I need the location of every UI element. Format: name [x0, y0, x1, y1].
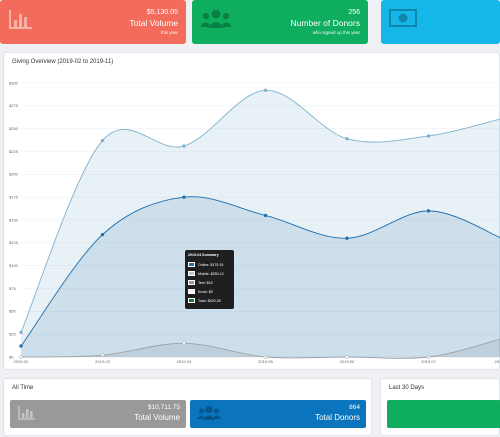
y-tick-label: $250	[9, 126, 19, 131]
donors-sub: who signed up this year	[312, 30, 360, 35]
third-card[interactable]	[381, 0, 500, 44]
y-tick-label: $100	[9, 263, 19, 268]
donors-card[interactable]: 256 Number of Donors who signed up this …	[192, 0, 368, 44]
data-point	[100, 138, 105, 143]
x-tick-label: 2019-04	[177, 359, 192, 364]
y-tick-label: $275	[9, 103, 19, 108]
y-tick-label: $50	[9, 309, 16, 314]
tooltip-title: 2019-04 Summary	[188, 253, 219, 257]
data-point	[263, 355, 268, 359]
y-tick-label: $175	[9, 194, 19, 199]
all-time-title: All Time	[12, 385, 34, 391]
total-volume-value: $5,130.05	[146, 9, 178, 16]
tooltip-swatch	[188, 289, 195, 294]
data-point	[19, 330, 23, 335]
data-point	[19, 355, 23, 359]
all-time-volume-card[interactable]: $10,711.75 Total Volume	[10, 400, 186, 428]
donors-label: Number of Donors	[290, 18, 360, 28]
series-area	[21, 196, 500, 357]
x-tick-label: 2019-06	[340, 359, 355, 364]
data-point	[182, 195, 186, 199]
money-icon	[389, 9, 417, 27]
y-tick-label: $25	[9, 331, 16, 336]
y-tick-label: $225	[9, 149, 19, 154]
tooltip-row-label: Online: $175.19	[198, 262, 224, 267]
data-point	[100, 353, 105, 357]
data-point	[345, 136, 349, 141]
data-point	[263, 213, 268, 218]
tooltip-row-text: Text: $15	[188, 278, 231, 287]
data-point	[263, 88, 268, 93]
tooltip-swatch	[188, 280, 195, 285]
tooltip-row-online: Online: $175.19	[188, 260, 231, 269]
data-point	[182, 341, 186, 346]
donors-value: 256	[348, 9, 360, 16]
series-area	[21, 90, 500, 357]
series-area	[21, 339, 500, 359]
y-tick-label: $0	[9, 354, 14, 359]
tooltip-swatch	[188, 298, 195, 303]
series-line	[20, 89, 500, 333]
users-icon	[197, 406, 221, 420]
tooltip-row-label: Mobile: $250.13	[198, 271, 224, 276]
tooltip-row-kiosk: Kiosk: $0	[188, 287, 231, 296]
giving-overview-title: Giving Overview (2019-02 to 2019-11)	[12, 59, 114, 65]
total-volume-sub: this year	[160, 30, 178, 35]
data-point	[182, 144, 186, 148]
data-point	[19, 344, 23, 348]
x-tick-label: 2019-08	[495, 359, 500, 364]
total-volume-card[interactable]: $5,130.05 Total Volume this year	[0, 0, 186, 44]
x-tick-label: 2019-02	[14, 359, 29, 364]
y-tick-label: $150	[9, 217, 19, 222]
y-tick-label: $75	[9, 286, 16, 291]
tooltip-row-total: Total: $420.28	[188, 296, 231, 305]
tooltip-row-label: Kiosk: $0	[198, 289, 213, 294]
y-tick-label: $125	[9, 240, 19, 245]
data-point	[345, 236, 349, 241]
y-tick-label: $200	[9, 172, 19, 177]
total-volume-label: Total Volume	[129, 18, 178, 28]
x-tick-label: 2019-03	[95, 359, 110, 364]
data-point	[345, 355, 349, 359]
all-time-donors-value: 864	[349, 404, 360, 411]
tooltip-row-label: Total: $420.28	[198, 298, 221, 303]
bar-chart-icon	[9, 10, 32, 29]
all-time-volume-label: Total Volume	[134, 413, 180, 422]
tooltip-swatch	[188, 271, 195, 276]
all-time-panel: All Time $10,711.75 Total Volume 864 Tot…	[3, 378, 372, 436]
data-point	[426, 209, 431, 213]
last-30-days-card[interactable]	[387, 400, 500, 428]
chart-tooltip: 2019-04 Summary Online: $175.19 Mobile: …	[185, 250, 234, 309]
all-time-donors-label: Total Donors	[315, 413, 360, 422]
users-icon	[200, 9, 232, 28]
data-point	[100, 232, 105, 237]
last-30-days-panel: Last 30 Days	[380, 378, 500, 436]
tooltip-swatch	[188, 262, 195, 267]
tooltip-row-label: Text: $15	[198, 280, 213, 285]
x-tick-label: 2019-07	[421, 359, 436, 364]
data-point	[426, 355, 431, 359]
y-tick-label: $300	[9, 80, 19, 85]
all-time-donors-card[interactable]: 864 Total Donors	[190, 400, 366, 428]
tooltip-row-mobile: Mobile: $250.13	[188, 269, 231, 278]
bar-chart-icon	[18, 406, 35, 420]
data-point	[426, 134, 431, 138]
last-30-days-title: Last 30 Days	[389, 385, 425, 391]
x-tick-label: 2019-05	[258, 359, 273, 364]
all-time-volume-value: $10,711.75	[147, 404, 180, 411]
